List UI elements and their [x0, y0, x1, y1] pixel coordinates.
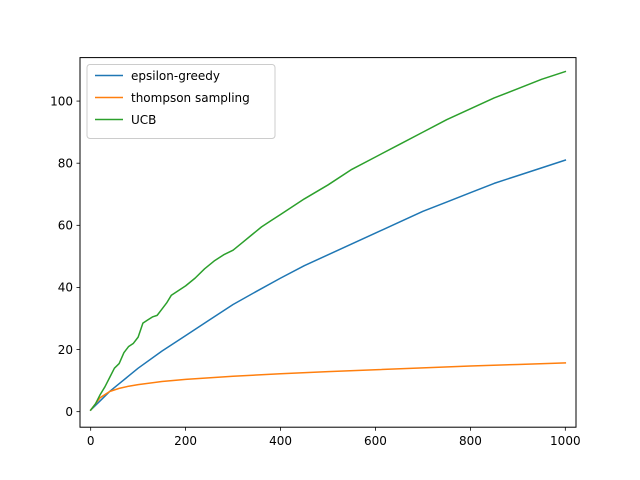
y-tick-label: 40: [58, 281, 73, 295]
legend-label: epsilon-greedy: [131, 69, 220, 83]
series-line-2: [89, 70, 567, 412]
legend-box: [86, 64, 276, 139]
x-tick-label: 1000: [550, 434, 581, 448]
plot-frame: [79, 57, 577, 428]
y-tick-label: 60: [58, 219, 73, 233]
x-tick-label: 600: [364, 434, 387, 448]
legend-label: UCB: [131, 113, 156, 127]
x-tick-label: 200: [174, 434, 197, 448]
plot-lines: [89, 70, 567, 412]
series-line-1: [89, 362, 567, 412]
series-line-0: [89, 159, 567, 412]
x-tick-label: 0: [87, 434, 95, 448]
y-tick-label: 80: [58, 157, 73, 171]
x-tick-label: 800: [459, 434, 482, 448]
x-axis: 0 200 400 600 800 1000: [87, 427, 581, 448]
y-tick-label: 100: [50, 94, 73, 108]
y-tick-label: 20: [58, 343, 73, 357]
y-tick-label: 0: [65, 405, 73, 419]
y-axis: 0 20 40 60 80 100: [50, 94, 80, 419]
legend-label: thompson sampling: [131, 91, 250, 105]
legend: epsilon-greedy thompson sampling UCB: [86, 64, 276, 139]
x-tick-label: 400: [269, 434, 292, 448]
